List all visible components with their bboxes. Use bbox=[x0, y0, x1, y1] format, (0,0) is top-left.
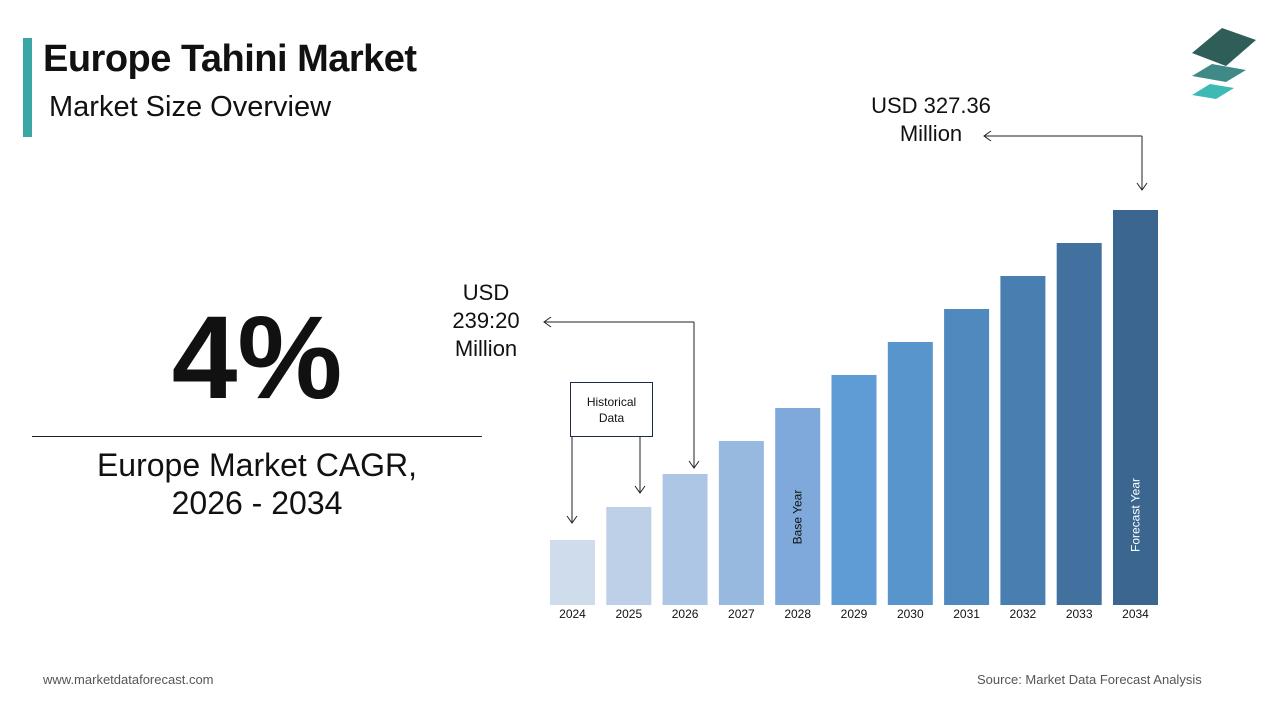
end-annotation-line1: USD 327.36 bbox=[871, 93, 991, 118]
start-annotation-line1: USD bbox=[462, 280, 510, 305]
bar-2030 bbox=[887, 342, 933, 605]
x-tick-label: 2027 bbox=[728, 607, 755, 621]
bar-2031 bbox=[944, 309, 990, 605]
bar-2025 bbox=[606, 507, 652, 605]
logo-icon bbox=[1192, 28, 1256, 99]
title-accent-bar bbox=[23, 38, 32, 137]
bar-label-2028: Base Year bbox=[791, 490, 805, 545]
bar-2027 bbox=[718, 441, 764, 605]
bar-2034 bbox=[1113, 210, 1158, 605]
bar-2024 bbox=[550, 540, 595, 605]
historical-line2: Data bbox=[598, 410, 625, 425]
bar-2032 bbox=[1000, 276, 1046, 605]
cagr-label-line1: Europe Market CAGR, bbox=[96, 447, 418, 483]
x-tick-label: 2034 bbox=[1122, 607, 1149, 621]
bar-2033 bbox=[1056, 243, 1102, 605]
x-tick-label: 2033 bbox=[1065, 607, 1093, 621]
x-tick-label: 2029 bbox=[840, 607, 868, 621]
website-footer: www.marketdataforecast.com bbox=[43, 672, 214, 687]
x-tick-label: 2031 bbox=[953, 607, 980, 621]
page-title: Europe Tahini Market bbox=[43, 38, 417, 80]
x-tick-label: 2024 bbox=[559, 607, 586, 621]
x-tick-label: 2032 bbox=[1009, 607, 1037, 621]
bar-label-2034: Forecast Year bbox=[1129, 478, 1143, 552]
historical-data-box: Historical Data bbox=[570, 382, 653, 437]
end-annotation-line2: Million bbox=[899, 121, 963, 146]
cagr-label: Europe Market CAGR, 2026 - 2034 bbox=[32, 446, 482, 522]
start-annotation-line2: 239:20 bbox=[452, 308, 520, 333]
cagr-value: 4% bbox=[171, 292, 343, 424]
end-value-annotation: USD 327.36 Million bbox=[856, 92, 1006, 148]
start-value-annotation: USD 239:20 Million bbox=[440, 279, 532, 363]
start-annotation-line3: Million bbox=[454, 336, 518, 361]
x-tick-label: 2026 bbox=[671, 607, 699, 621]
x-tick-label: 2028 bbox=[784, 607, 812, 621]
divider bbox=[32, 436, 482, 437]
x-tick-label: 2025 bbox=[615, 607, 643, 621]
bar-2029 bbox=[831, 375, 877, 605]
annotation-arrows bbox=[543, 130, 1148, 524]
x-tick-label: 2030 bbox=[896, 607, 924, 621]
historical-line1: Historical bbox=[586, 394, 637, 409]
bar-2028 bbox=[775, 408, 821, 605]
source-footer: Source: Market Data Forecast Analysis bbox=[977, 672, 1202, 687]
page-subtitle: Market Size Overview bbox=[49, 91, 332, 123]
bar-2026 bbox=[662, 474, 708, 605]
cagr-label-line2: 2026 - 2034 bbox=[171, 485, 343, 521]
